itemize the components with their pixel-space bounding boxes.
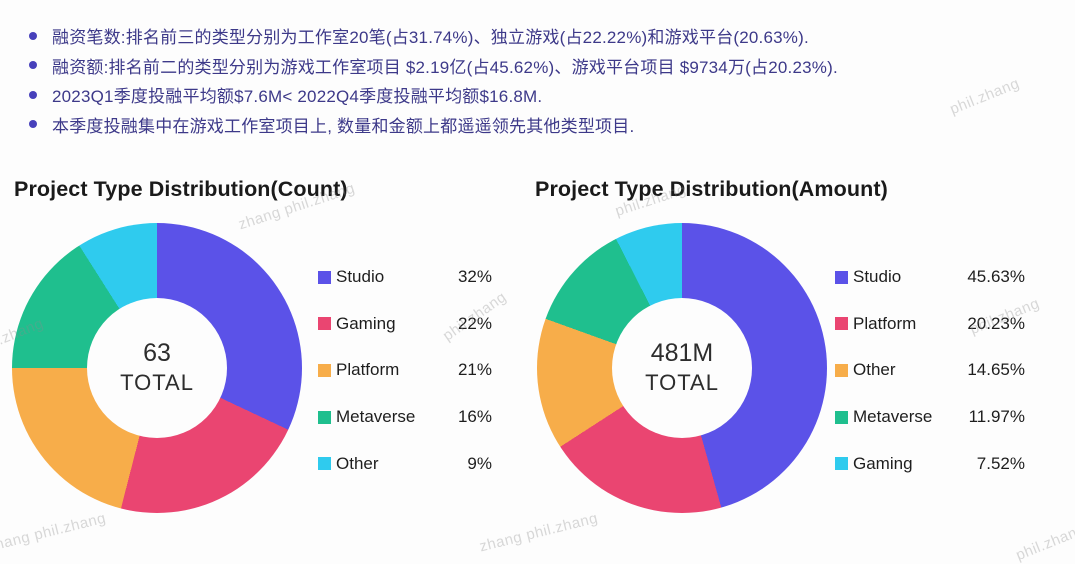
legend-swatch — [835, 410, 848, 424]
legend-item: Other 14.65% — [835, 347, 1025, 394]
legend-swatch — [318, 410, 331, 424]
donut-total-word: TOTAL — [645, 370, 719, 395]
chart-title-count: Project Type Distribution(Count) — [14, 177, 348, 201]
legend-swatch — [835, 270, 848, 284]
bullet-text: 2023Q1季度投融平均额$7.6M< 2022Q4季度投融平均额$16.8M. — [52, 87, 543, 107]
bullet-item: 融资笔数:排名前三的类型分别为工作室20笔(占31.74%)、独立游戏(占22.… — [24, 21, 838, 51]
legend-swatch — [835, 317, 848, 331]
donut-total-word: TOTAL — [120, 370, 194, 395]
legend-value: 20.23% — [967, 313, 1025, 333]
legend-swatch — [318, 317, 331, 331]
legend-label: Other — [336, 453, 379, 473]
legend-item: Studio 45.63% — [835, 254, 1025, 301]
donut-hole — [87, 298, 227, 438]
legend-swatch — [318, 457, 331, 471]
watermark: phil.zhang — [947, 74, 1022, 119]
legend-label: Studio — [853, 267, 902, 287]
legend-label: Platform — [853, 313, 917, 333]
legend-item: Metaverse 16% — [318, 394, 492, 441]
legend-count: Studio 32% Gaming 22% Platform 21% Metav… — [318, 254, 492, 487]
donut-center-label: 481M TOTAL — [537, 223, 827, 513]
legend-item: Gaming 22% — [318, 301, 492, 348]
donut-hole — [612, 298, 752, 438]
donut-center-label: 63 TOTAL — [12, 223, 302, 513]
legend-label: Metaverse — [336, 407, 416, 427]
legend-swatch — [318, 270, 331, 284]
donut-total-value: 63 — [143, 339, 171, 367]
bullet-text: 本季度投融集中在游戏工作室项目上, 数量和金额上都遥遥领先其他类型项目. — [52, 116, 635, 136]
bullet-dot-icon — [29, 120, 37, 129]
legend-value: 21% — [457, 360, 492, 380]
watermark: zhang phil.zhang — [0, 509, 108, 556]
legend-swatch — [835, 363, 848, 377]
legend-value: 7.52% — [976, 453, 1025, 473]
legend-label: Gaming — [853, 453, 913, 473]
legend-item: Platform 20.23% — [835, 301, 1025, 348]
legend-item: Metaverse 11.97% — [835, 394, 1025, 441]
legend-item: Studio 32% — [318, 254, 492, 301]
legend-label: Platform — [336, 360, 400, 380]
bullet-item: 融资额:排名前二的类型分别为游戏工作室项目 $2.19亿(占45.62%)、游戏… — [24, 51, 838, 81]
bullet-item: 本季度投融集中在游戏工作室项目上, 数量和金额上都遥遥领先其他类型项目. — [24, 110, 838, 140]
legend-item: Platform 21% — [318, 347, 492, 394]
legend-label: Studio — [336, 267, 385, 287]
watermark: phil.zhang — [1013, 520, 1075, 564]
legend-label: Metaverse — [853, 407, 933, 427]
donut-total-value: 481M — [650, 339, 714, 367]
bullet-item: 2023Q1季度投融平均额$7.6M< 2022Q4季度投融平均额$16.8M. — [24, 80, 838, 110]
donut-chart-count: 63 TOTAL — [12, 223, 302, 513]
legend-value: 32% — [457, 267, 492, 287]
bullet-text: 融资额:排名前二的类型分别为游戏工作室项目 $2.19亿(占45.62%)、游戏… — [52, 57, 838, 77]
donut-chart-amount: 481M TOTAL — [537, 223, 827, 513]
legend-item: Gaming 7.52% — [835, 440, 1025, 487]
legend-value: 16% — [457, 407, 492, 427]
legend-label: Gaming — [336, 313, 396, 333]
bullet-text: 融资笔数:排名前三的类型分别为工作室20笔(占31.74%)、独立游戏(占22.… — [52, 28, 809, 48]
chart-title-amount: Project Type Distribution(Amount) — [535, 177, 888, 201]
bullet-dot-icon — [29, 61, 37, 70]
legend-swatch — [318, 363, 331, 377]
legend-value: 45.63% — [967, 267, 1025, 287]
legend-value: 22% — [457, 313, 492, 333]
legend-amount: Studio 45.63% Platform 20.23% Other 14.6… — [835, 254, 1025, 487]
legend-label: Other — [853, 360, 896, 380]
legend-value: 9% — [467, 453, 492, 473]
watermark: zhang phil.zhang — [477, 509, 600, 556]
legend-value: 11.97% — [968, 407, 1025, 427]
bullet-dot-icon — [29, 31, 37, 40]
legend-swatch — [835, 457, 848, 471]
legend-value: 14.65% — [967, 360, 1025, 380]
bullet-dot-icon — [29, 90, 37, 99]
legend-item: Other 9% — [318, 440, 492, 487]
summary-bullets: 融资笔数:排名前三的类型分别为工作室20笔(占31.74%)、独立游戏(占22.… — [24, 21, 838, 139]
